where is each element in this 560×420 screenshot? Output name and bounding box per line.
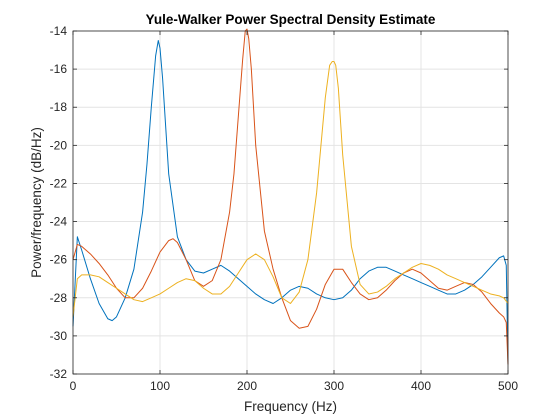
x-tick-label: 400	[411, 379, 431, 393]
x-tick-label: 200	[237, 379, 257, 393]
chart-title: Yule-Walker Power Spectral Density Estim…	[146, 12, 436, 27]
plot-area	[73, 31, 508, 374]
y-tick-label: -20	[50, 138, 68, 152]
y-tick-label: -30	[50, 329, 68, 343]
y-tick-label: -26	[50, 253, 68, 267]
x-tick-label: 0	[70, 379, 77, 393]
y-tick-label: -22	[50, 176, 68, 190]
series-1-line	[72, 40, 509, 365]
x-tick-label: 500	[498, 379, 518, 393]
x-tick-label: 100	[150, 379, 170, 393]
series-lines	[72, 28, 509, 365]
y-tick-label: -18	[50, 100, 68, 114]
y-tick-label: -32	[50, 367, 68, 381]
grid	[72, 30, 509, 375]
y-tick-label: -16	[50, 62, 68, 76]
x-tick-labels: 0 100 200 300 400 500	[70, 379, 519, 393]
y-tick-label: -24	[50, 215, 68, 229]
y-tick-label: -28	[50, 291, 68, 305]
x-axis-label: Frequency (Hz)	[244, 399, 337, 414]
series-2-line	[72, 28, 509, 365]
y-axis-label: Power/frequency (dB/Hz)	[29, 127, 44, 278]
axes-box	[72, 30, 509, 375]
ticks	[72, 30, 509, 375]
y-tick-label: -14	[50, 24, 68, 38]
series-3-line	[72, 60, 509, 317]
x-tick-label: 300	[324, 379, 344, 393]
y-tick-labels: -32 -30 -28 -26 -24 -22 -20 -18 -16 -14	[50, 24, 68, 381]
